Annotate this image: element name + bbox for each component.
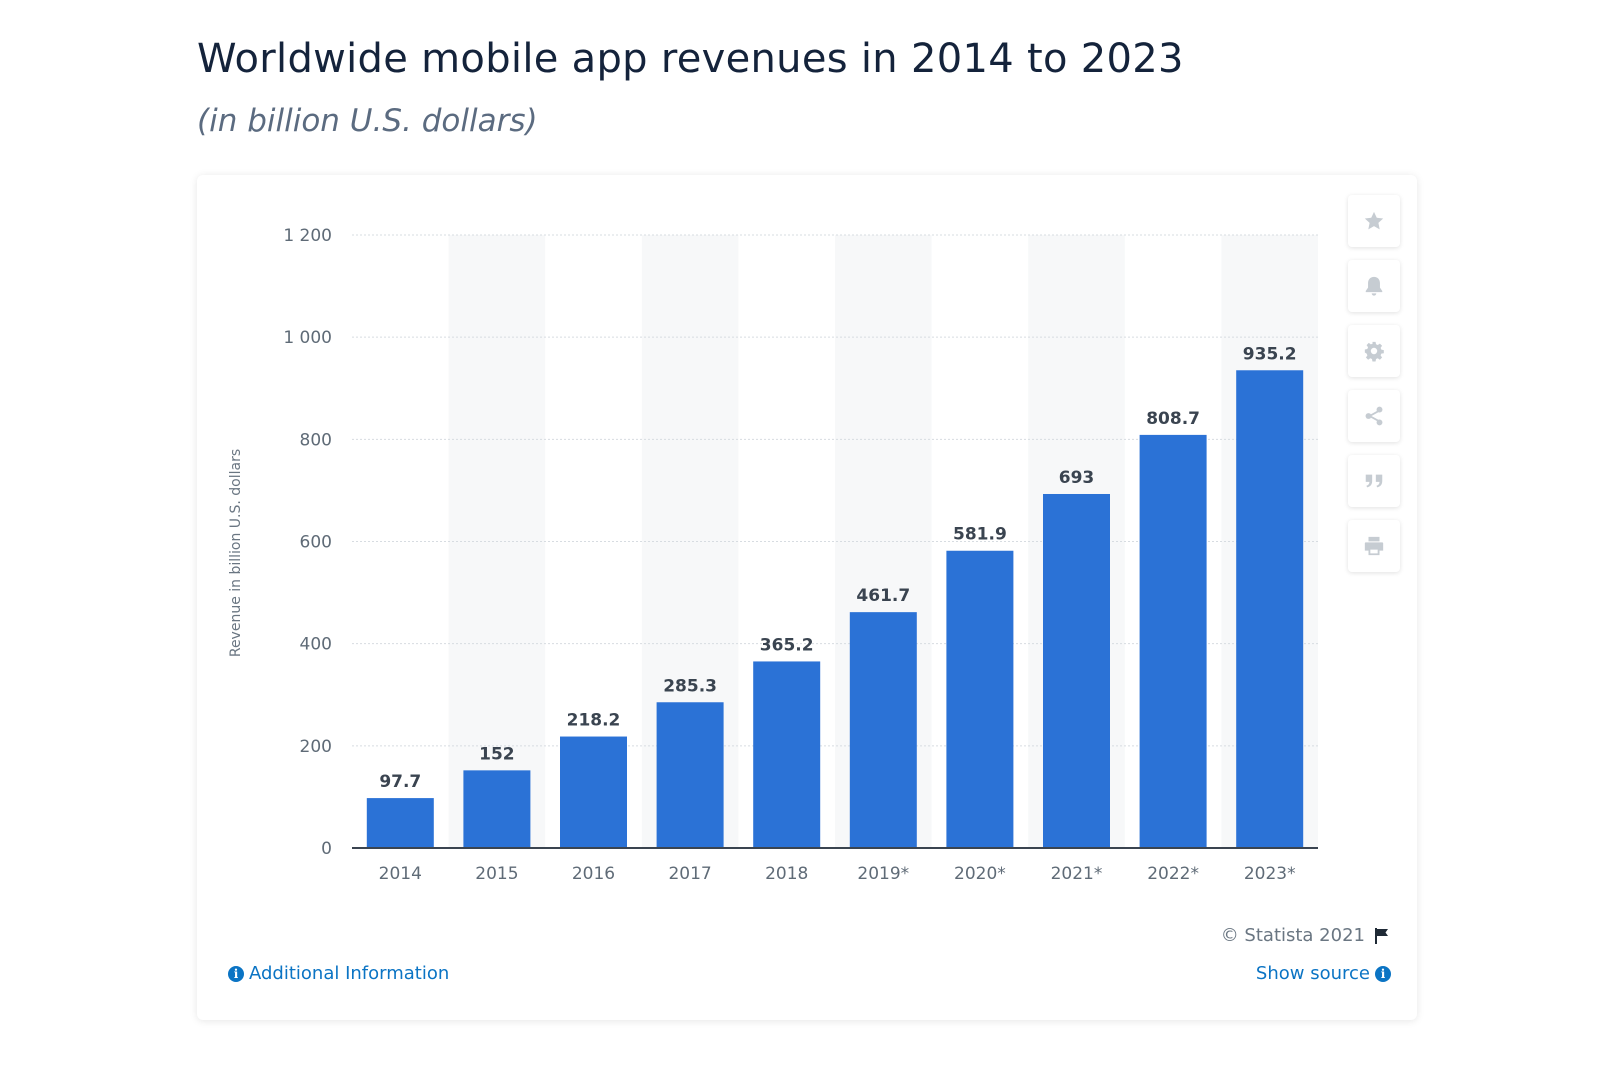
y-tick-label: 1 200	[283, 226, 332, 246]
notification-button[interactable]	[1348, 260, 1400, 312]
y-tick-label: 400	[300, 635, 332, 655]
data-label: 461.7	[856, 586, 910, 606]
bar	[366, 798, 434, 848]
show-source-link[interactable]: Show source i	[1256, 963, 1391, 984]
y-tick-label: 200	[300, 737, 332, 757]
additional-information-link[interactable]: i Additional Information	[228, 963, 449, 984]
bar	[463, 770, 531, 848]
quote-icon	[1365, 474, 1383, 488]
gear-icon	[1364, 341, 1384, 362]
x-tick-label: 2019*	[857, 864, 909, 884]
chart-subtitle: (in billion U.S. dollars)	[197, 103, 538, 139]
bar	[1139, 434, 1207, 848]
data-label: 97.7	[379, 772, 421, 792]
y-tick-label: 0	[321, 839, 332, 859]
data-label: 152	[479, 744, 515, 764]
data-label: 935.2	[1243, 344, 1297, 364]
data-label: 218.2	[567, 711, 621, 731]
settings-button[interactable]	[1348, 325, 1400, 377]
bar	[560, 736, 627, 848]
y-tick-label: 600	[300, 533, 332, 553]
additional-information-label: Additional Information	[249, 963, 450, 984]
info-icon: i	[228, 965, 244, 982]
x-tick-label: 2015	[475, 864, 518, 884]
print-icon	[1364, 536, 1384, 556]
data-label: 365.2	[760, 635, 814, 655]
y-tick-label: 1 000	[283, 328, 332, 348]
flag-icon[interactable]	[1373, 927, 1391, 945]
data-label: 581.9	[953, 525, 1007, 545]
info-icon: i	[1375, 965, 1391, 982]
bar	[946, 550, 1014, 848]
chart-card	[197, 175, 1417, 1020]
bar	[1236, 370, 1304, 848]
data-label: 808.7	[1146, 409, 1200, 429]
y-axis-label: Revenue in billion U.S. dollars	[228, 448, 244, 658]
x-tick-label: 2018	[765, 864, 808, 884]
data-label: 285.3	[663, 676, 717, 696]
share-button[interactable]	[1348, 390, 1400, 442]
bell-icon	[1365, 276, 1383, 296]
chart-toolbar	[1348, 195, 1400, 572]
x-tick-label: 2023*	[1244, 864, 1296, 884]
x-tick-label: 2022*	[1147, 864, 1199, 884]
data-label: 693	[1059, 468, 1095, 488]
chart-title: Worldwide mobile app revenues in 2014 to…	[197, 36, 1184, 82]
bar	[1043, 493, 1110, 848]
print-button[interactable]	[1348, 520, 1400, 572]
y-tick-label: 800	[300, 430, 332, 450]
share-icon	[1365, 406, 1383, 426]
copyright-text: © Statista 2021	[1220, 925, 1365, 946]
bar	[656, 702, 724, 848]
x-tick-label: 2014	[379, 864, 422, 884]
x-tick-label: 2020*	[954, 864, 1006, 884]
copyright-notice: © Statista 2021	[1221, 925, 1391, 946]
cite-button[interactable]	[1348, 455, 1400, 507]
x-tick-label: 2021*	[1051, 864, 1103, 884]
x-tick-label: 2016	[572, 864, 615, 884]
x-tick-label: 2017	[668, 864, 711, 884]
star-icon	[1364, 211, 1384, 230]
show-source-label: Show source	[1255, 963, 1370, 984]
favorite-button[interactable]	[1348, 195, 1400, 247]
bar	[753, 661, 821, 848]
bar	[849, 612, 917, 848]
